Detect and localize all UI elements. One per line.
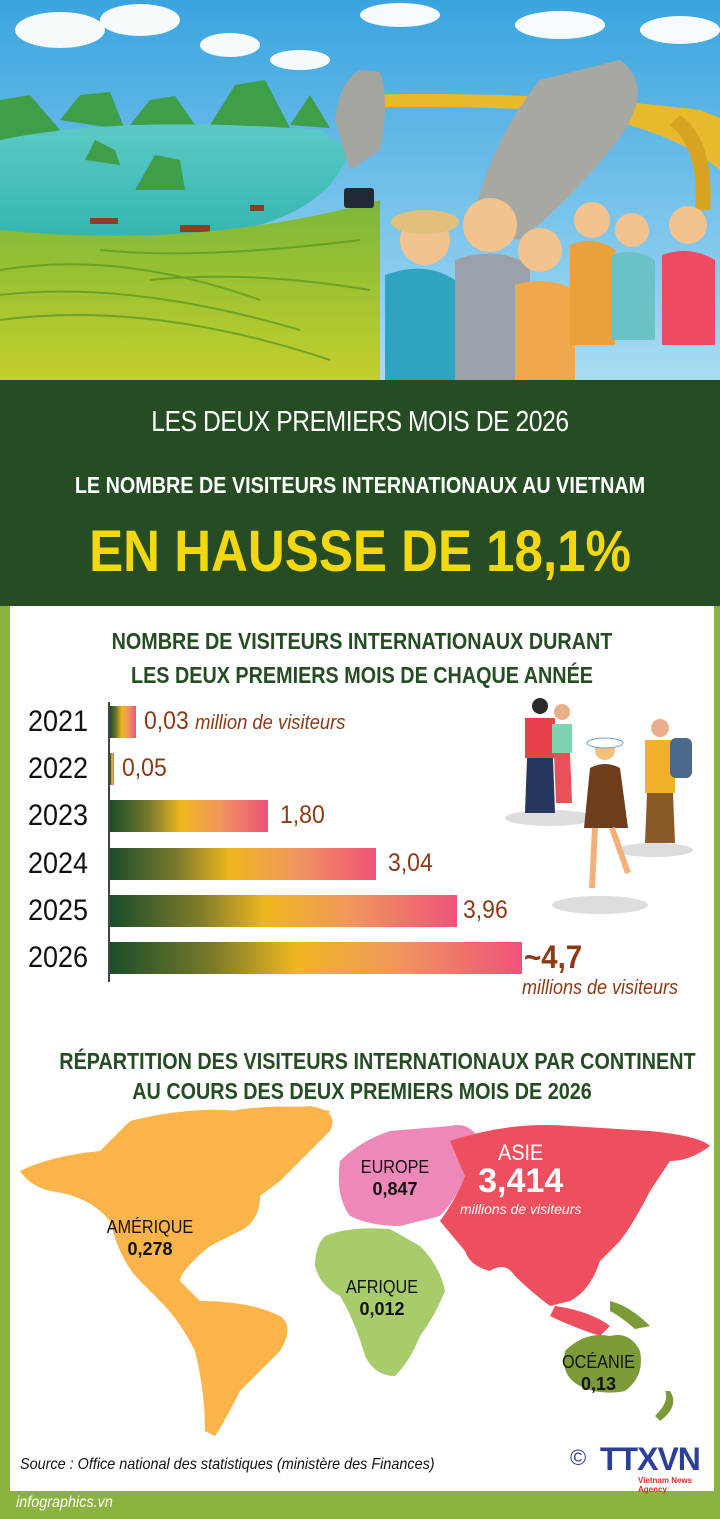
bar-value: 1,80 — [280, 801, 325, 829]
headline-growth: EN HAUSSE DE 18,1% — [89, 519, 631, 584]
hero-illustration — [0, 0, 720, 380]
bar — [110, 942, 522, 974]
bar — [110, 848, 376, 880]
topic-heading: LE NOMBRE DE VISITEURS INTERNATIONAUX AU… — [74, 472, 646, 498]
bar — [110, 753, 114, 785]
bar-year: 2023 — [28, 799, 89, 832]
bar-chart-axis — [108, 702, 110, 982]
bar-row-2025: 2025 3,96 — [10, 893, 714, 929]
bar-year: 2022 — [28, 752, 89, 785]
bar-chart-title-line1: NOMBRE DE VISITEURS INTERNATIONAUX DURAN… — [111, 628, 613, 654]
bar-row-2021: 2021 0,03 million de visiteurs — [10, 704, 714, 740]
continent-europe — [338, 1125, 480, 1226]
footer-tab — [0, 1491, 160, 1519]
bar-value: 0,03 million de visiteurs — [144, 707, 346, 735]
label-oceanie: OCÉANIE 0,13 — [562, 1352, 635, 1394]
bar-row-2024: 2024 3,04 — [10, 846, 714, 882]
bar-year: 2021 — [28, 705, 89, 738]
continent-amerique — [20, 1106, 333, 1436]
bar-value: 0,05 — [122, 754, 167, 782]
copyright-icon: © — [570, 1445, 587, 1470]
bar — [110, 800, 268, 832]
label-afrique: AFRIQUE 0,012 — [346, 1277, 419, 1319]
bar — [110, 706, 136, 738]
label-asie: ASIE 3,414 millions de visiteurs — [460, 1140, 582, 1218]
bar-year: 2026 — [28, 941, 89, 974]
ttxvn-logo: © TTXVN Vietnam News Agency — [570, 1441, 710, 1494]
continent-oceanie — [564, 1335, 641, 1393]
bar-row-2026: 2026 ~4,7 — [10, 940, 714, 976]
bar-value: 3,04 — [388, 849, 433, 877]
bar-chart-title-line2: LES DEUX PREMIERS MOIS DE CHAQUE ANNÉE — [131, 662, 593, 688]
tourists-illustration — [505, 698, 693, 914]
logo-subtitle: Vietnam News Agency — [638, 1476, 693, 1494]
label-europe: EUROPE 0,847 — [360, 1157, 430, 1199]
site-credit: infographics.vn — [16, 1494, 113, 1511]
source-note: Source : Office national des statistique… — [20, 1456, 435, 1473]
world-map — [20, 1106, 710, 1436]
bar-year: 2024 — [28, 847, 89, 880]
bar-unit: million de visiteurs — [195, 712, 346, 734]
bar-value: ~4,7 — [524, 939, 583, 975]
map-title-line1: RÉPARTITION DES VISITEURS INTERNATIONAUX… — [59, 1048, 696, 1074]
bar-row-2023: 2023 1,80 — [10, 798, 714, 834]
title-banner: LES DEUX PREMIERS MOIS DE 2026 LE NOMBRE… — [0, 380, 720, 606]
bar — [110, 895, 457, 927]
logo-text: TTXVN — [600, 1441, 701, 1477]
period-heading: LES DEUX PREMIERS MOIS DE 2026 — [151, 406, 569, 438]
continent-asie — [440, 1125, 710, 1306]
map-title-line2: AU COURS DES DEUX PREMIERS MOIS DE 2026 — [132, 1078, 592, 1104]
bar-row-2022: 2022 0,05 — [10, 751, 714, 787]
bar-unit-note: millions de visiteurs — [522, 977, 679, 999]
label-amerique: AMÉRIQUE 0,278 — [106, 1217, 194, 1259]
content-panel: NOMBRE DE VISITEURS INTERNATIONAUX DURAN… — [10, 606, 714, 1494]
continent-afrique — [315, 1228, 445, 1376]
bar-value: 3,96 — [463, 896, 508, 924]
bar-year: 2025 — [28, 894, 89, 927]
